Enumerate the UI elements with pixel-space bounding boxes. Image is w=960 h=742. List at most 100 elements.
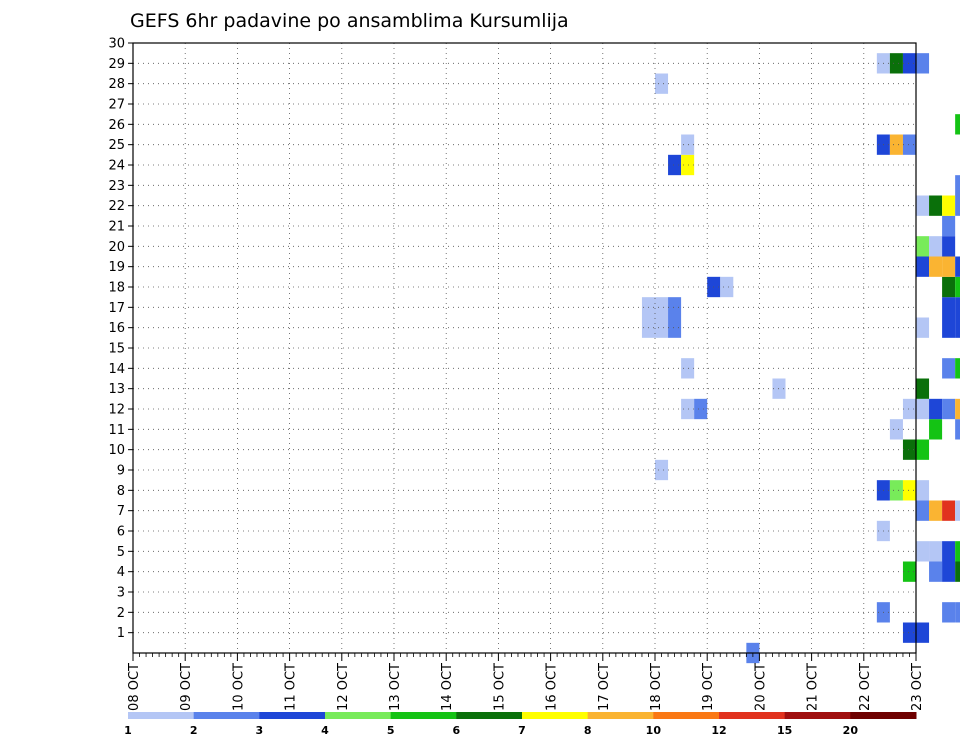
- x-tick-label-13: 21 OCT: [806, 663, 821, 711]
- y-tick-label-12: 12: [108, 403, 125, 418]
- x-tick-label-15: 23 OCT: [910, 663, 925, 711]
- precip-cell-100: [720, 276, 734, 298]
- y-tick-label-5: 5: [117, 545, 125, 560]
- colorbar-swatch-5: [456, 712, 523, 719]
- precip-cell-63: [902, 398, 916, 420]
- precip-cell-46: [916, 439, 930, 460]
- precip-cell-102: [955, 276, 960, 298]
- precip-cell-54: [929, 419, 943, 440]
- colorbar-swatch-0: [128, 712, 195, 719]
- colorbar-label-0: 1: [124, 724, 132, 737]
- colorbar-swatch-8: [653, 712, 720, 719]
- precip-cell-20: [955, 561, 960, 582]
- precip-cell-108: [942, 256, 956, 277]
- grid-layer: [133, 43, 916, 653]
- precip-cell-114: [929, 236, 943, 257]
- precip-cell-163: [655, 73, 669, 94]
- precip-cell-41: [889, 480, 903, 501]
- precip-cell-66: [942, 398, 956, 420]
- colorbar-label-5: 6: [453, 724, 461, 737]
- precip-cell-88: [668, 317, 682, 338]
- colorbar-label-4: 5: [387, 724, 395, 737]
- precip-cell-44: [655, 459, 669, 481]
- precip-cell-97: [942, 297, 956, 318]
- precip-cell-0: [902, 622, 916, 643]
- colorbar-label-1: 2: [190, 724, 198, 737]
- precip-cell-31: [955, 500, 960, 521]
- colorbar-swatch-10: [784, 712, 851, 719]
- y-tick-label-3: 3: [117, 586, 125, 601]
- precip-cell-167: [916, 53, 930, 74]
- precip-cell-67: [955, 398, 960, 420]
- colorbar-label-10: 15: [777, 724, 792, 737]
- precip-cell-45: [902, 439, 916, 460]
- chart-title: GEFS 6hr padavine po ansamblima Kursumli…: [130, 10, 569, 32]
- precip-cell-165: [889, 53, 903, 74]
- precip-cell-113: [916, 236, 930, 257]
- y-tick-label-27: 27: [108, 98, 125, 113]
- colorbar-label-3: 4: [321, 724, 329, 737]
- precip-cell-134: [955, 175, 960, 196]
- colorbar-swatch-4: [390, 712, 457, 719]
- y-tick-label-23: 23: [108, 179, 125, 194]
- x-tick-label-14: 22 OCT: [858, 663, 873, 711]
- y-tick-label-14: 14: [108, 362, 125, 377]
- precip-cell-130: [916, 195, 930, 216]
- y-axis: 1234567891011121314151617181920212223242…: [108, 37, 133, 641]
- precip-cell-76: [681, 358, 695, 379]
- precip-cell-42: [902, 480, 916, 501]
- colorbar-label-9: 12: [711, 724, 726, 737]
- precip-cell-19: [942, 561, 956, 582]
- precip-cell-23: [929, 541, 943, 562]
- precip-cell-77: [942, 358, 956, 379]
- precip-cell-126: [942, 215, 956, 237]
- y-tick-label-18: 18: [108, 281, 125, 296]
- precip-cell-96: [668, 297, 682, 318]
- colorbar-label-6: 7: [518, 724, 526, 737]
- y-tick-label-25: 25: [108, 138, 125, 153]
- y-tick-label-30: 30: [108, 37, 125, 52]
- precip-cell-147: [668, 154, 682, 176]
- colorbar-swatch-7: [587, 712, 654, 719]
- y-tick-label-7: 7: [117, 504, 125, 519]
- precip-cell-30: [942, 500, 956, 521]
- colorbar-label-7: 8: [584, 724, 592, 737]
- precip-cell-65: [929, 398, 943, 420]
- y-tick-label-11: 11: [108, 423, 125, 438]
- y-tick-label-16: 16: [108, 321, 125, 336]
- precip-cell-1: [916, 622, 930, 643]
- precip-cell-28: [916, 500, 930, 521]
- precip-cell-148: [681, 154, 695, 176]
- precip-cell-152: [902, 134, 916, 155]
- y-tick-label-15: 15: [108, 342, 125, 357]
- precip-cell-22: [916, 541, 930, 562]
- precip-cell-14: [955, 602, 960, 623]
- y-tick-label-24: 24: [108, 159, 125, 174]
- x-tick-label-8: 16 OCT: [545, 663, 560, 711]
- precip-cell-115: [942, 236, 956, 257]
- precip-cell-151: [889, 134, 903, 155]
- colorbar-label-8: 10: [646, 724, 662, 737]
- precip-cell-160: [955, 114, 960, 135]
- precip-cell-29: [929, 500, 943, 521]
- colorbar-swatch-6: [522, 712, 589, 719]
- y-tick-label-28: 28: [108, 77, 125, 92]
- cell-layer: [641, 53, 960, 664]
- y-tick-label-2: 2: [117, 606, 125, 621]
- precip-cell-98: [955, 297, 960, 318]
- precip-cell-95: [655, 297, 669, 318]
- precip-cell-131: [929, 195, 943, 216]
- y-tick-label-1: 1: [117, 626, 125, 641]
- colorbar-swatch-2: [259, 712, 326, 719]
- colorbar-label-2: 3: [256, 724, 264, 737]
- colorbar-swatch-3: [325, 712, 392, 719]
- precip-cell-91: [955, 317, 960, 338]
- y-tick-label-29: 29: [108, 57, 125, 72]
- x-tick-label-4: 12 OCT: [336, 663, 351, 711]
- precip-cell-13: [942, 602, 956, 623]
- precip-cell-90: [942, 317, 956, 338]
- x-tick-label-6: 14 OCT: [440, 663, 455, 711]
- y-tick-label-4: 4: [117, 565, 125, 580]
- precip-cell-64: [916, 398, 930, 420]
